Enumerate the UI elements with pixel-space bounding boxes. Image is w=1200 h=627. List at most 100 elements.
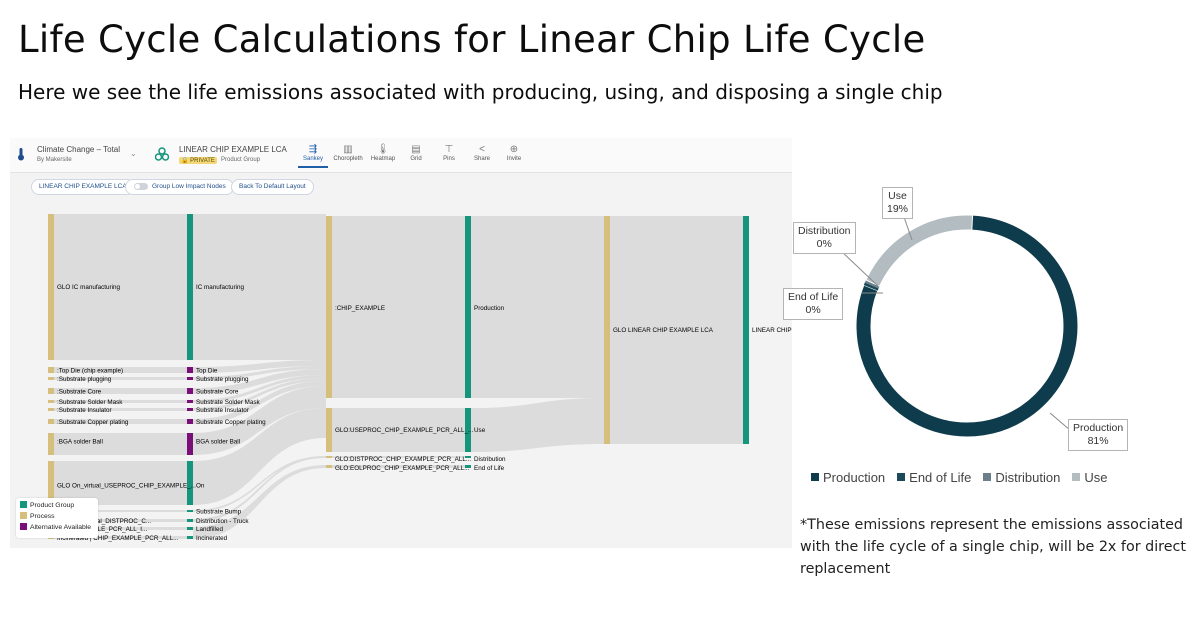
sankey-flow — [54, 419, 187, 424]
sankey-node-process[interactable] — [48, 400, 54, 403]
sankey-node-product-group[interactable] — [465, 465, 471, 468]
product-type: Product Group — [221, 157, 261, 163]
sankey-flow — [54, 377, 187, 380]
legend-item: Alternative Available — [20, 523, 91, 532]
legend-swatch — [811, 473, 819, 481]
donut-legend-item: Distribution — [983, 470, 1060, 485]
sankey-node-label: GLO On_virtual_USEPROC_CHIP_EXAMPLE_... — [57, 483, 196, 490]
sankey-flow — [193, 465, 326, 539]
sankey-node-process[interactable] — [48, 367, 54, 373]
sankey-node-product-group[interactable] — [187, 527, 193, 530]
sankey-node-process[interactable] — [326, 456, 332, 458]
sankey-node-process[interactable] — [48, 408, 54, 411]
group-low-impact-toggle[interactable]: Group Low Impact Nodes — [125, 179, 234, 195]
sankey-node-alternative[interactable] — [187, 419, 193, 424]
sankey-flow — [193, 369, 326, 394]
sankey-node-label: Distribution - Truck — [196, 518, 249, 525]
donut-legend: Production End of Life Distribution Use — [811, 470, 1119, 485]
tool-invite-button[interactable]: ⊕ Invite — [499, 144, 529, 162]
breadcrumb-pill[interactable]: LINEAR CHIP EXAMPLE LCA — [31, 179, 135, 195]
sankey-node-process[interactable] — [48, 419, 54, 424]
sankey-flow — [332, 216, 465, 398]
sankey-flow — [54, 367, 187, 373]
sankey-flow — [193, 408, 326, 505]
sankey-node-product-group[interactable] — [187, 519, 193, 522]
sankey-node-product-group[interactable] — [187, 461, 193, 505]
leader-line — [1049, 412, 1071, 431]
sankey-flow — [332, 465, 465, 468]
tool-sankey-button[interactable]: ⇶ Sankey — [298, 144, 328, 168]
sankey-flow — [193, 366, 326, 380]
sankey-flow — [610, 216, 743, 444]
chevron-down-icon[interactable]: ⌄ — [130, 149, 137, 158]
sankey-flow — [54, 388, 187, 394]
sankey-flow — [332, 456, 465, 458]
sankey-flow — [193, 214, 326, 360]
sankey-node-process[interactable] — [48, 461, 54, 505]
sankey-node-label: :Substrate plugging — [57, 376, 112, 383]
sankey-flow — [54, 461, 187, 505]
reset-layout-button[interactable]: Back To Default Layout — [231, 179, 314, 195]
donut-slice-production — [855, 214, 1079, 438]
sankey-node-product-group[interactable] — [465, 456, 471, 458]
sankey-node-process[interactable] — [48, 214, 54, 360]
sankey-node-process[interactable] — [326, 216, 332, 398]
tool-pins-button[interactable]: ⊤ Pins — [434, 144, 464, 162]
tool-heatmap-button[interactable]: 🌡 Heatmap — [368, 144, 398, 162]
tool-label: Pins — [443, 156, 455, 162]
tool-label: Grid — [410, 156, 422, 162]
donut-legend-label: Distribution — [995, 470, 1061, 485]
impact-title[interactable]: Climate Change – Total — [37, 145, 121, 154]
sankey-node-product-group[interactable] — [187, 214, 193, 360]
sankey-node-label: Incinerated | CHIP_EXAMPLE_PCR_ALL... — [57, 535, 179, 542]
donut-label-value: 0% — [816, 238, 832, 250]
sankey-node-product-group[interactable] — [465, 408, 471, 452]
sankey-node-process[interactable] — [326, 408, 332, 452]
toggle-switch[interactable] — [134, 183, 148, 190]
sankey-node-process[interactable] — [604, 216, 610, 444]
tool-grid-button[interactable]: ▤ Grid — [401, 144, 431, 162]
pin-icon: ⊤ — [444, 144, 454, 155]
sankey-node-product-group[interactable] — [187, 536, 193, 539]
sankey-node-label: Top Die — [196, 368, 218, 375]
donut-label-name: End of Life — [788, 291, 839, 303]
sankey-node-label: Substrate Solder Mask — [196, 399, 261, 406]
grid-icon: ▤ — [411, 144, 421, 155]
donut-legend-label: Use — [1084, 470, 1108, 485]
donut-label-name: Use — [888, 190, 907, 202]
sankey-node-product-group[interactable] — [187, 510, 193, 512]
tool-share-button[interactable]: < Share — [467, 144, 497, 162]
sankey-node-label: :CHIP_EXAMPLE — [335, 305, 385, 312]
sankey-node-label: End of Life — [474, 465, 505, 472]
sankey-node-alternative[interactable] — [187, 388, 193, 394]
sankey-node-label: :Top Die (chip example) — [57, 368, 123, 375]
sankey-node-process[interactable] — [326, 465, 332, 468]
sankey-node-process[interactable] — [48, 377, 54, 380]
donut-legend-label: Production — [823, 470, 886, 485]
sankey-node-alternative[interactable] — [187, 433, 193, 455]
sankey-flow — [193, 378, 326, 411]
donut-label-end-of-life: End of Life 0% — [783, 288, 844, 320]
sankey-node-label: BGA solder Ball — [196, 439, 240, 446]
legend-swatch — [20, 523, 27, 530]
sankey-node-product-group[interactable] — [743, 216, 749, 444]
heatmap-icon: 🌡 — [376, 144, 390, 155]
sankey-node-alternative[interactable] — [187, 400, 193, 403]
page-title: Life Cycle Calculations for Linear Chip … — [18, 18, 926, 61]
sankey-node-label: Distribution — [474, 456, 506, 463]
sankey-node-label: :Substrate Core — [57, 389, 102, 396]
sankey-node-process[interactable] — [48, 433, 54, 455]
donut-slice-distribution — [864, 280, 880, 289]
tool-choropleth-button[interactable]: ▥ Choropleth — [333, 144, 363, 162]
sankey-node-process[interactable] — [48, 388, 54, 394]
legend-swatch — [983, 473, 992, 481]
sankey-flow — [193, 456, 326, 512]
sankey-node-alternative[interactable] — [187, 367, 193, 373]
donut-label-value: 81% — [1087, 435, 1109, 447]
legend-swatch — [20, 501, 27, 508]
sankey-node-alternative[interactable] — [187, 377, 193, 380]
app-toolbar: Climate Change – Total By Makersite ⌄ LI… — [10, 138, 792, 173]
sankey-node-product-group[interactable] — [465, 216, 471, 398]
sankey-flow — [54, 433, 187, 455]
sankey-node-alternative[interactable] — [187, 408, 193, 411]
